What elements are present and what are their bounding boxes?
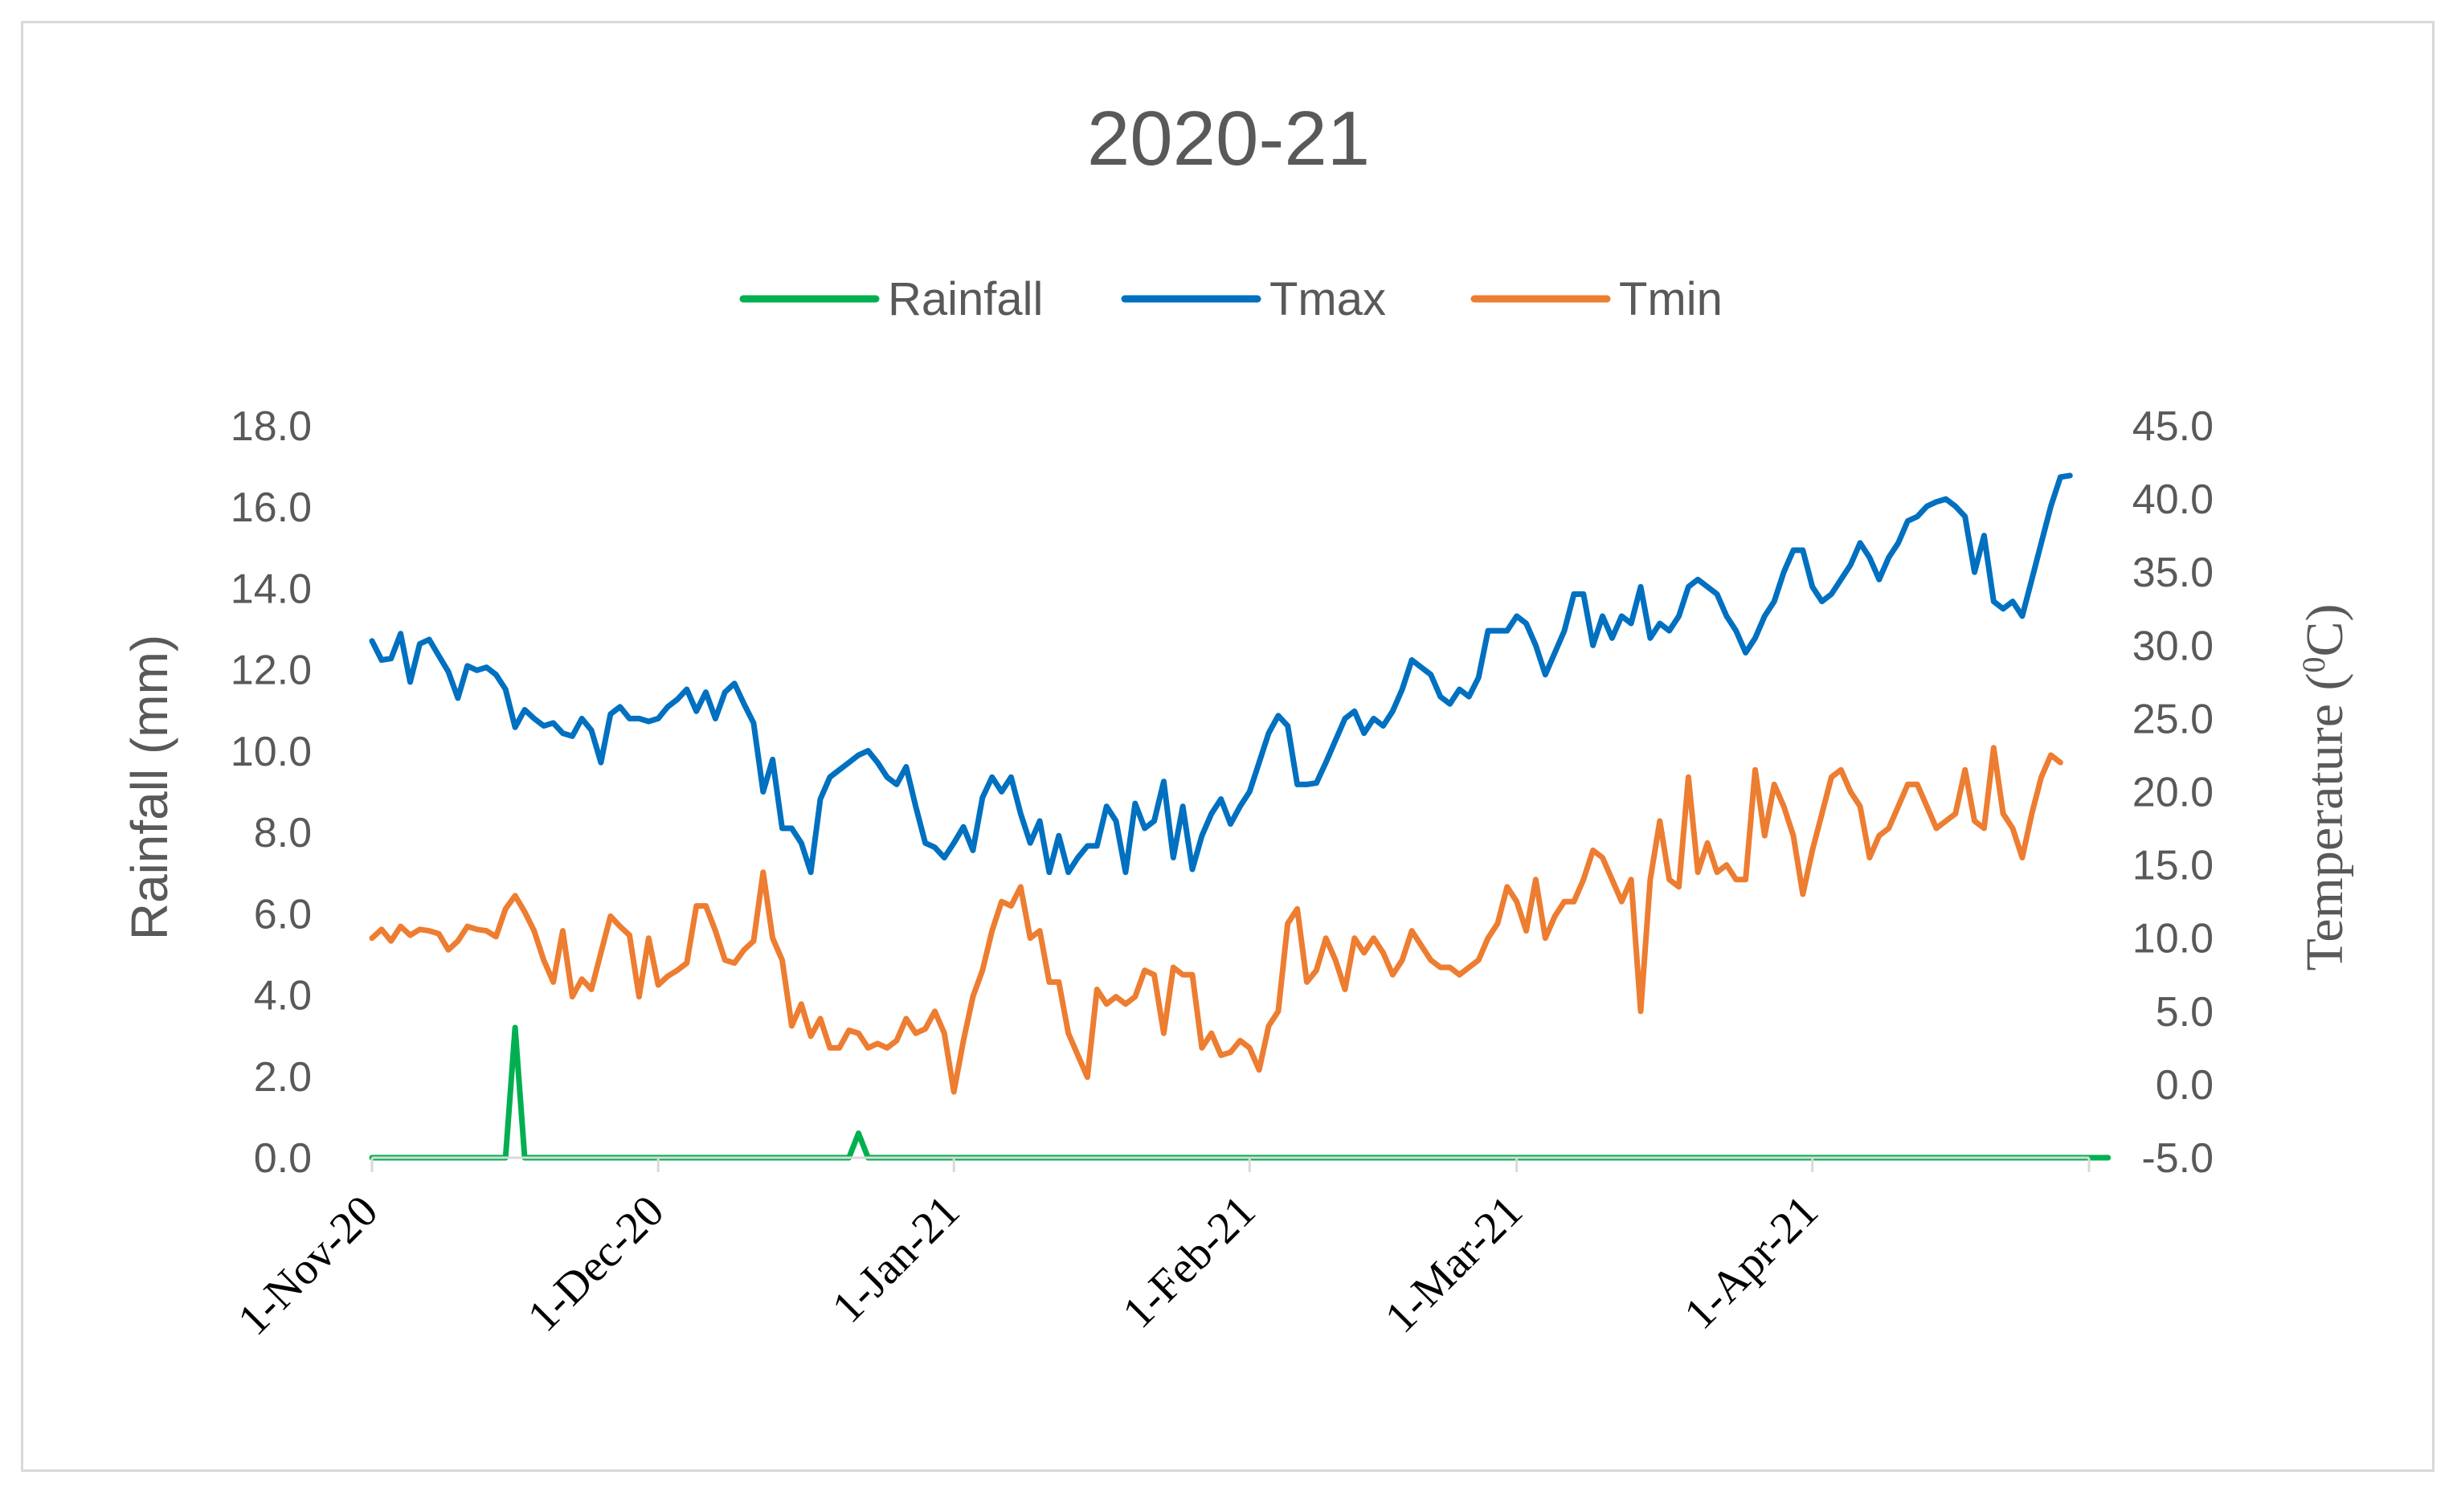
y-tick-label-right: 35.0 (2132, 550, 2214, 596)
y-tick-label-right: 25.0 (2132, 696, 2214, 742)
y-tick-label-right: 10.0 (2132, 916, 2214, 962)
y-axis-right: -5.0 0.0 5.0 10.0 15.0 20.0 25.0 30.0 35.0 40.0 45… (2132, 403, 2214, 1182)
y2-title-sup: 0 (2296, 657, 2332, 673)
y-tick-label-right: 0.0 (2156, 1062, 2214, 1109)
y-tick-label-right: 30.0 (2132, 623, 2214, 669)
y-tick-label-right: 45.0 (2132, 403, 2214, 450)
y2-title-prefix: Temperature ( (2296, 673, 2354, 971)
y-tick-label-left: 16.0 (231, 484, 312, 531)
y-tick-label-right: 5.0 (2156, 989, 2214, 1036)
y-tick-label-left: 0.0 (254, 1135, 312, 1182)
y-tick-label-left: 2.0 (254, 1054, 312, 1101)
y-tick-label-left: 8.0 (254, 810, 312, 856)
x-axis: 1-Nov-20 1-Dec-20 1-Jan-21 1-Feb-21 1-Mar-21… (228, 1156, 2091, 1345)
plot-area (369, 472, 2112, 1161)
x-tick-label: 1-Feb-21 (1113, 1186, 1265, 1338)
legend: Rainfall Tmax Tmin (739, 273, 1723, 325)
y-tick-label-left: 4.0 (254, 973, 312, 1020)
series-line-tmin (369, 745, 2063, 1095)
y-tick-label-right: 15.0 (2132, 843, 2214, 889)
x-tick-label: 1-Dec-20 (518, 1186, 673, 1341)
chart-frame (21, 21, 2435, 1472)
y-tick-label-right: 20.0 (2132, 770, 2214, 816)
y-axis-title-right: Temperature (0C) (2296, 604, 2355, 971)
chart-title: 2020-21 (1087, 96, 1370, 182)
y-tick-label-right: 40.0 (2132, 476, 2214, 523)
y-axis-left: 0.0 2.0 4.0 6.0 8.0 10.0 12.0 14.0 16.0 18.0 (231, 403, 312, 1182)
x-tick-label: 1-Mar-21 (1376, 1186, 1532, 1342)
y-tick-label-left: 10.0 (231, 729, 312, 775)
y-tick-label-left: 6.0 (254, 891, 312, 938)
legend-label-tmin: Tmin (1619, 273, 1723, 325)
y-axis-title-left: Rainfall (mm) (121, 635, 178, 940)
legend-label-tmax: Tmax (1269, 273, 1386, 325)
y2-title-suffix: C) (2296, 604, 2354, 657)
y-tick-label-right: -5.0 (2141, 1135, 2214, 1182)
legend-label-rainfall: Rainfall (888, 273, 1043, 325)
x-tick-label: 1-Nov-20 (228, 1186, 387, 1345)
x-tick-label: 1-Apr-21 (1674, 1186, 1827, 1338)
series-line-tmax (369, 472, 2073, 876)
series-line-rainfall (369, 1024, 2112, 1161)
y-tick-label-left: 18.0 (231, 403, 312, 450)
x-tick-label: 1-Jan-21 (823, 1186, 969, 1332)
y-tick-label-left: 12.0 (231, 648, 312, 694)
y-tick-label-left: 14.0 (231, 566, 312, 612)
